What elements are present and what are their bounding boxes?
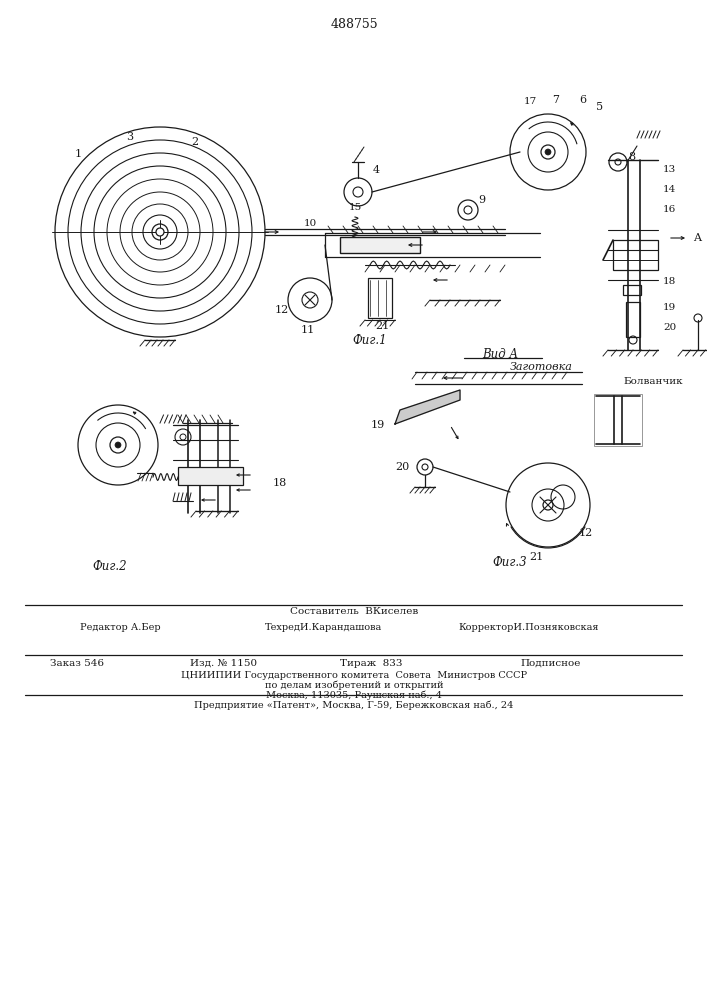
Text: 10: 10 [304, 219, 317, 228]
Text: 14: 14 [663, 186, 677, 194]
Text: 6: 6 [580, 95, 587, 105]
Text: 2: 2 [192, 137, 199, 147]
Text: Изд. № 1150: Изд. № 1150 [190, 658, 257, 668]
Text: 16: 16 [663, 206, 677, 215]
Text: 8: 8 [629, 152, 636, 162]
Text: ЦНИИПИИ Государственного комитета  Совета  Министров СССР: ЦНИИПИИ Государственного комитета Совета… [181, 670, 527, 680]
Text: Болванчик: Болванчик [623, 377, 683, 386]
Text: 7: 7 [552, 95, 559, 105]
Text: 21: 21 [375, 321, 389, 331]
Text: 12: 12 [275, 305, 289, 315]
Circle shape [115, 442, 121, 448]
Text: 19: 19 [663, 302, 677, 312]
Text: 21: 21 [529, 552, 543, 562]
Text: 13: 13 [663, 165, 677, 174]
Circle shape [156, 228, 164, 236]
Text: A: A [693, 233, 701, 243]
Bar [340, 237, 420, 253]
Bar [178, 467, 243, 485]
Text: 18: 18 [273, 478, 287, 488]
Text: Тираж  833: Тираж 833 [340, 658, 402, 668]
Bar [613, 240, 658, 270]
Text: Фиг.3: Фиг.3 [493, 556, 527, 568]
Text: 18: 18 [663, 277, 677, 286]
Text: по делам изобретений и открытий: по делам изобретений и открытий [264, 680, 443, 690]
Text: 4: 4 [373, 165, 380, 175]
Text: Москва, 113035, Раушская наб., 4: Москва, 113035, Раушская наб., 4 [266, 690, 442, 700]
Text: Подписное: Подписное [520, 658, 580, 668]
Text: Заготовка: Заготовка [510, 362, 573, 372]
Bar [594, 394, 642, 446]
Text: КорректорИ.Позняковская: КорректорИ.Позняковская [458, 622, 599, 632]
Text: 19: 19 [370, 420, 385, 430]
Bar [626, 302, 640, 337]
Text: ТехредИ.Карандашова: ТехредИ.Карандашова [265, 622, 382, 632]
Text: Вид A: Вид A [482, 348, 518, 360]
Text: 1: 1 [74, 149, 81, 159]
Text: 9: 9 [479, 195, 486, 205]
Text: Фиг.2: Фиг.2 [93, 560, 127, 574]
Text: 5: 5 [597, 102, 604, 112]
Text: Фиг.1: Фиг.1 [353, 334, 387, 347]
Text: 15: 15 [349, 202, 361, 212]
Text: 488755: 488755 [330, 18, 378, 31]
Text: 11: 11 [301, 325, 315, 335]
Text: Заказ 546: Заказ 546 [50, 658, 104, 668]
Text: 12: 12 [579, 528, 593, 538]
Text: 3: 3 [127, 132, 134, 142]
Circle shape [545, 149, 551, 155]
Text: 20: 20 [395, 462, 409, 472]
Bar [623, 285, 641, 295]
Polygon shape [395, 390, 460, 424]
Text: 17: 17 [523, 98, 537, 106]
Text: 20: 20 [663, 324, 677, 332]
Bar [368, 278, 392, 318]
Text: Составитель  ВКиселев: Составитель ВКиселев [290, 606, 418, 615]
Text: Редактор А.Бер: Редактор А.Бер [80, 622, 160, 632]
Text: Предприятие «Патент», Москва, Г-59, Бережковская наб., 24: Предприятие «Патент», Москва, Г-59, Бере… [194, 700, 514, 710]
